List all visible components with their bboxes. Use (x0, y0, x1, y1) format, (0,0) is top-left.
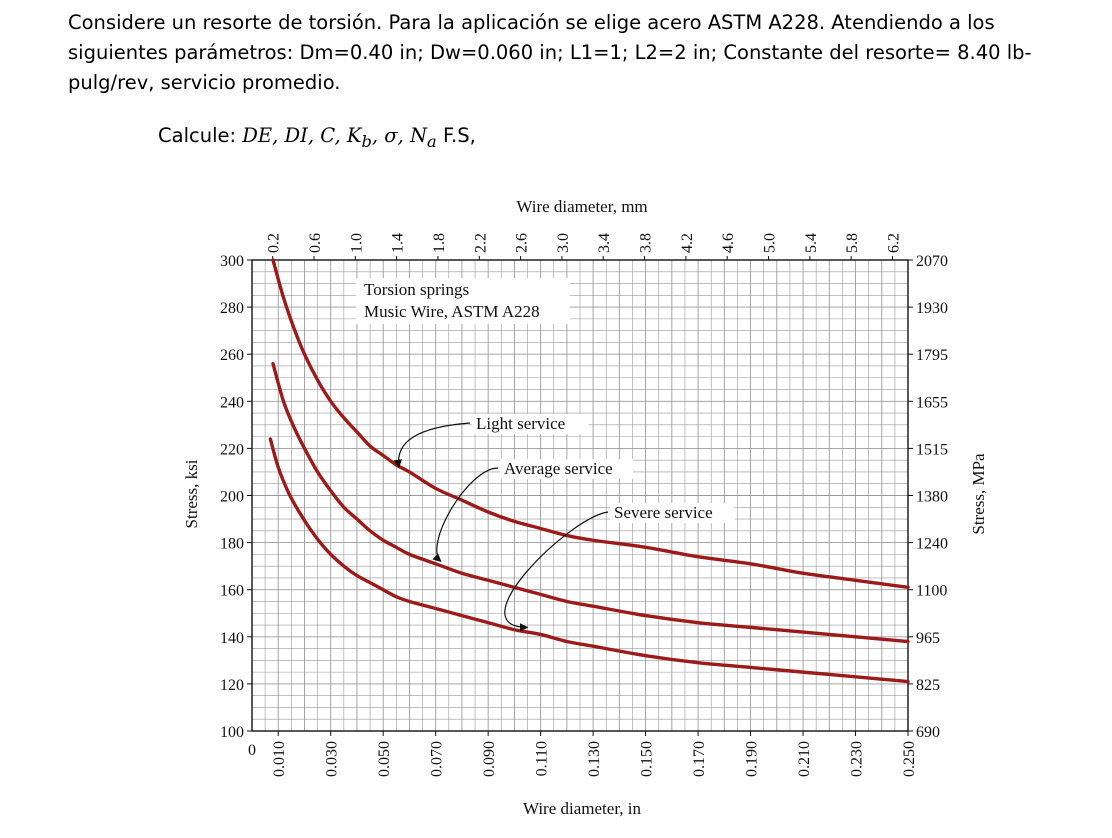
curve-severe-service (268, 437, 910, 684)
x-axis-label: Wire diameter, in (523, 799, 642, 818)
calc-vars-2: , σ, N (371, 124, 428, 147)
calculate-line: Calcule: DE, DI, C, Kb, σ, Na F.S, (158, 124, 476, 151)
y2-tick-label: 1795 (916, 347, 948, 364)
mm-tick-label: 5.8 (844, 233, 861, 253)
mm-tick-label: 2.2 (472, 233, 489, 253)
mm-tick-label: 2.6 (514, 233, 531, 253)
chart-subtitle: Music Wire, ASTM A228 (364, 302, 540, 321)
mm-tick-label: 3.8 (638, 233, 655, 253)
curve-light-service (271, 258, 910, 590)
series-group (268, 258, 910, 684)
annotation-bg-light-service (472, 414, 589, 434)
y2-tick-label: 1515 (916, 441, 948, 458)
annotation-bg-average-service (500, 459, 633, 479)
mm-tick-label: 4.2 (679, 233, 696, 253)
x-tick-label: 0.050 (376, 741, 393, 777)
curve-average-service (271, 361, 910, 644)
grid-major (251, 259, 909, 732)
x-tick-label: 0.010 (271, 741, 288, 777)
calc-tail: F.S, (436, 124, 476, 147)
leader-average-service (432, 467, 499, 563)
y-axis-ticks: 100 120 140 160 180 200 220 240 260 280 300 (220, 253, 252, 741)
y2-tick-label: 1100 (916, 583, 947, 600)
calc-sub-a: a (427, 131, 437, 151)
x-tick-label: 0.130 (586, 741, 603, 777)
y-tick-label: 200 (220, 489, 244, 506)
x-tick-label: 0.030 (324, 741, 341, 777)
y2-tick-label: 1930 (916, 300, 948, 317)
annotation-bg-severe-service (610, 503, 735, 523)
y2-tick-label: 965 (916, 630, 940, 647)
calc-variables: DE, DI, C, Kb, σ, Na (242, 124, 436, 151)
x-tick-label: 0.090 (481, 741, 498, 777)
y-axis-label: Stress, ksi (182, 459, 201, 528)
annotation-light-service: Light service (476, 414, 565, 433)
mm-tick-label: 5.0 (762, 233, 779, 253)
y2-axis-ticks: 690 825 965 1100 1240 1380 1515 1655 1795 1930 207… (908, 253, 948, 741)
calc-sub-b: b (361, 131, 372, 151)
x-tick-label: 0.250 (901, 741, 918, 777)
y-tick-label: 100 (220, 724, 244, 741)
x-tick-label: 0.110 (534, 741, 551, 776)
problem-statement: Considere un resorte de torsión. Para la… (68, 8, 1098, 98)
calc-vars: DE, DI, C, K (242, 124, 362, 147)
y-tick-label: 140 (220, 630, 244, 647)
mm-tick-label: 4.6 (720, 233, 737, 253)
y2-tick-label: 1240 (916, 536, 948, 553)
y-tick-label: 220 (220, 441, 244, 458)
y2-axis-label: Stress, MPa (969, 453, 988, 535)
y2-tick-label: 1380 (916, 489, 948, 506)
mm-tick-label: 5.4 (803, 233, 820, 253)
x-tick-label: 0.230 (849, 741, 866, 777)
x-tick-label: 0.070 (429, 741, 446, 777)
problem-paragraph: Considere un resorte de torsión. Para la… (68, 11, 1032, 94)
y2-tick-label: 1655 (916, 394, 948, 411)
mm-tick-label: 1.0 (348, 233, 365, 253)
y-tick-label: 120 (220, 677, 244, 694)
y2-tick-label: 825 (916, 677, 940, 694)
y-tick-label: 300 (220, 253, 244, 270)
x-axis-ticks: 0.010 0.030 0.050 0.070 0.090 0.110 0.130 0.150… (248, 731, 918, 777)
annotation-average-service: Average service (504, 459, 613, 478)
annotation-severe-service: Severe service (614, 503, 713, 522)
mm-tick-label: 3.0 (555, 233, 572, 253)
y2-tick-label: 2070 (916, 253, 948, 270)
y-tick-label: 180 (220, 536, 244, 553)
chart-title: Torsion springs (364, 280, 469, 299)
mm-tick-label: 0.6 (307, 233, 324, 253)
y2-tick-label: 690 (916, 724, 940, 741)
x-tick-label: 0.210 (796, 741, 813, 777)
y-tick-label: 160 (220, 583, 244, 600)
mm-tick-label: 1.4 (390, 233, 407, 253)
x2-axis-label: Wire diameter, mm (516, 197, 647, 216)
x-zero-label: 0 (248, 742, 256, 759)
mm-tick-label: 3.4 (596, 233, 613, 253)
y-tick-label: 240 (220, 394, 244, 411)
y-tick-label: 260 (220, 347, 244, 364)
x-tick-label: 0.190 (744, 741, 761, 777)
mm-tick-label: 0.2 (266, 233, 283, 253)
title-box-bg (356, 278, 570, 324)
x-tick-label: 0.170 (691, 741, 708, 777)
leader-light-service (393, 422, 471, 469)
leader-severe-service (504, 511, 609, 632)
mm-tick-label: 1.8 (431, 233, 448, 253)
mm-tick-label: 6.2 (886, 233, 903, 253)
y-tick-label: 280 (220, 300, 244, 317)
x-tick-label: 0.150 (639, 741, 656, 777)
mm-axis-ticks: 0.2 0.6 1.0 1.4 1.8 2.2 2.6 3.0 3.4 3.8 4.2 4.6 5.0 5… (266, 233, 903, 260)
calc-label: Calcule: (158, 124, 237, 147)
annotations-group: Light service Average service Severe servi… (393, 414, 735, 632)
